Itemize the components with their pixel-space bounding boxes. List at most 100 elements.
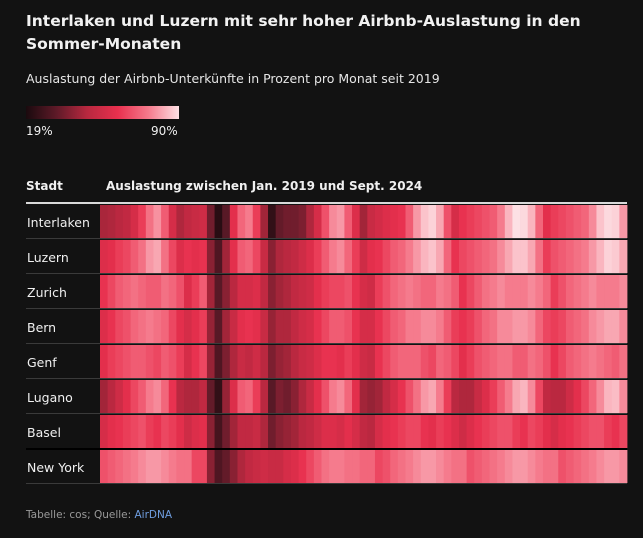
- heatmap-cell: [306, 240, 315, 273]
- heatmap-cell: [229, 310, 238, 343]
- heatmap-cell: [176, 310, 185, 343]
- heatmap-cell: [184, 450, 193, 483]
- heatmap-cell: [481, 205, 490, 238]
- heatmap-cell: [596, 205, 605, 238]
- heatmap-cell: [100, 415, 109, 448]
- heatmap-cell: [245, 415, 254, 448]
- heatmap-cell: [413, 415, 422, 448]
- heatmap-cell: [619, 310, 628, 343]
- city-label: Interlaken: [27, 215, 90, 230]
- heatmap-cell: [153, 275, 162, 308]
- heatmap-cell: [138, 310, 147, 343]
- heatmap-cell: [344, 450, 353, 483]
- heatmap-cell: [428, 240, 437, 273]
- heatmap-cell: [176, 275, 185, 308]
- heatmap-cell: [451, 450, 460, 483]
- heatmap-cell: [100, 345, 109, 378]
- row-separator: [26, 413, 627, 414]
- source-link[interactable]: AirDNA: [134, 509, 173, 521]
- heatmap-cell: [122, 310, 131, 343]
- heatmap-cell: [245, 450, 254, 483]
- heatmap-cell: [268, 240, 277, 273]
- heatmap-cell: [260, 450, 269, 483]
- heatmap-cell: [428, 450, 437, 483]
- heatmap-cell: [542, 380, 552, 413]
- heatmap-cell: [604, 380, 613, 413]
- heatmap-cell: [397, 310, 406, 343]
- heatmap-cell: [512, 415, 521, 448]
- heatmap-cell: [512, 310, 521, 343]
- heatmap-cell: [382, 310, 391, 343]
- heatmap-cell: [237, 345, 246, 378]
- heatmap-cell: [313, 415, 322, 448]
- heatmap-cell: [397, 450, 406, 483]
- heatmap-cell: [138, 380, 147, 413]
- heatmap-cell: [466, 415, 475, 448]
- heatmap-cell: [161, 450, 170, 483]
- heatmap-cell: [504, 240, 513, 273]
- heatmap-cell: [138, 345, 147, 378]
- heatmap-cell: [359, 345, 368, 378]
- heatmap-cell: [405, 205, 414, 238]
- heatmap-cell: [237, 380, 246, 413]
- heatmap-cell: [306, 345, 315, 378]
- heatmap-cell: [596, 415, 605, 448]
- heatmap-cell: [535, 310, 544, 343]
- heatmap-cell: [359, 380, 368, 413]
- heatmap-cell: [458, 275, 468, 308]
- heatmap-cell: [558, 415, 567, 448]
- heatmap-cell: [199, 310, 208, 343]
- heatmap-cell: [420, 205, 429, 238]
- heatmap-cell: [367, 310, 376, 343]
- heatmap-cell: [527, 240, 536, 273]
- heatmap-cell: [489, 240, 498, 273]
- heatmap-cell: [336, 310, 345, 343]
- heatmap-cell: [604, 450, 613, 483]
- heatmap-cell: [168, 450, 177, 483]
- heatmap-cell: [535, 275, 544, 308]
- heatmap-cell: [367, 450, 376, 483]
- heatmap-cell: [420, 275, 429, 308]
- heatmap-cell: [115, 310, 124, 343]
- chart-title: Interlaken und Luzern mit sehr hoher Air…: [26, 12, 581, 53]
- heatmap-cell: [336, 240, 345, 273]
- heatmap-cell: [405, 310, 414, 343]
- heatmap-cell: [413, 310, 422, 343]
- heatmap-cell: [619, 380, 628, 413]
- heatmap-cell: [611, 205, 620, 238]
- heatmap-cell: [199, 345, 208, 378]
- heatmap-cell: [153, 345, 162, 378]
- heatmap-cell: [352, 240, 361, 273]
- heatmap-cell: [214, 345, 223, 378]
- heatmap-cell: [298, 275, 307, 308]
- heatmap-cell: [390, 415, 399, 448]
- heatmap-cell: [344, 310, 353, 343]
- heatmap-cell: [130, 450, 139, 483]
- heatmap-cell: [275, 345, 284, 378]
- source-prefix: Tabelle: cos; Quelle:: [26, 509, 135, 521]
- heatmap-cell: [252, 205, 261, 238]
- heatmap-cell: [153, 415, 162, 448]
- heatmap-cell: [222, 310, 231, 343]
- heatmap-cell: [275, 310, 284, 343]
- heatmap-cell: [130, 205, 139, 238]
- heatmap-cell: [588, 240, 597, 273]
- heatmap-cell: [466, 380, 475, 413]
- heatmap-cell: [122, 345, 131, 378]
- heatmap-cell: [413, 275, 422, 308]
- heatmap-cell: [122, 450, 131, 483]
- heatmap-cell: [275, 450, 284, 483]
- heatmap-cell: [336, 450, 345, 483]
- heatmap-cell: [481, 275, 490, 308]
- heatmap-cell: [229, 450, 238, 483]
- heatmap-cell: [497, 450, 506, 483]
- heatmap-cell: [527, 205, 536, 238]
- heatmap-cell: [168, 345, 177, 378]
- heatmap-cell: [306, 450, 315, 483]
- heatmap-cell: [405, 275, 414, 308]
- heatmap-cell: [321, 380, 330, 413]
- heatmap-cell: [359, 205, 368, 238]
- heatmap-cell: [405, 415, 414, 448]
- heatmap-cell: [367, 415, 376, 448]
- heatmap-cell: [252, 450, 261, 483]
